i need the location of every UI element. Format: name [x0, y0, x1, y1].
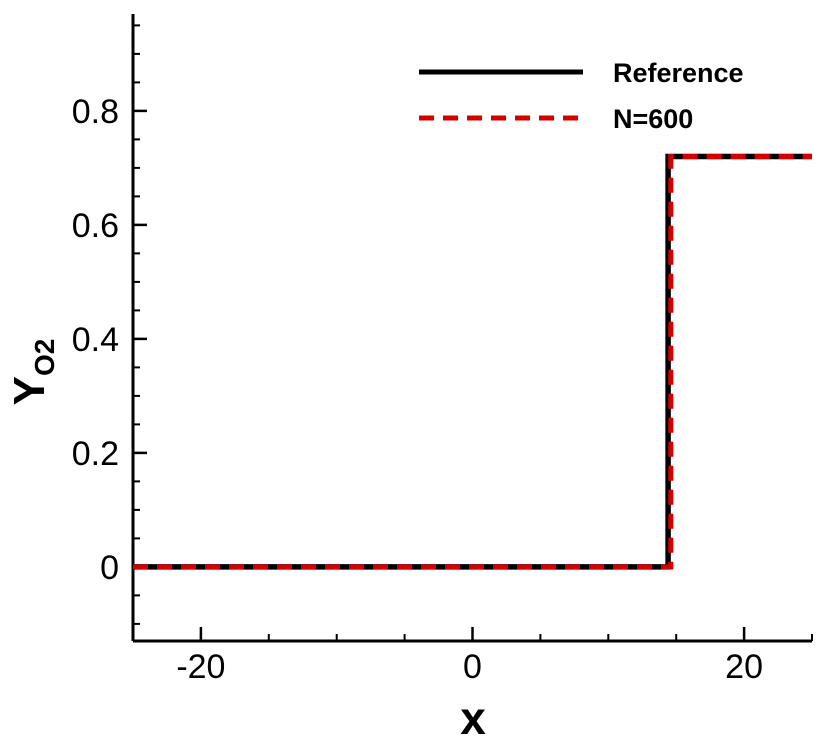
- x-tick-label: 0: [463, 648, 482, 686]
- y-axis-title-group: YO2: [5, 339, 60, 406]
- y-tick-label: 0.8: [72, 93, 119, 131]
- series-layer: [133, 153, 812, 570]
- svg-text:YO2: YO2: [5, 339, 60, 406]
- axes: -20 0 20 0 0.2 0.4 0.6 0.8: [72, 14, 813, 686]
- x-axis-title: x: [460, 692, 486, 739]
- legend-label: N=600: [613, 104, 693, 134]
- series-line-n-600: [133, 154, 812, 570]
- x-tick-label: -20: [176, 648, 225, 686]
- series-line-reference: [133, 153, 812, 570]
- y-tick-label: 0: [100, 549, 119, 587]
- legend-label: Reference: [613, 58, 744, 88]
- x-tick-label: 20: [725, 648, 763, 686]
- y-axis-title: Y: [5, 376, 54, 405]
- y-tick-label: 0.4: [72, 321, 119, 359]
- legend: Reference N=600: [419, 58, 744, 134]
- y-axis-title-subscript: O2: [29, 339, 60, 376]
- y-tick-label: 0.2: [72, 435, 119, 473]
- y-tick-label: 0.6: [72, 207, 119, 245]
